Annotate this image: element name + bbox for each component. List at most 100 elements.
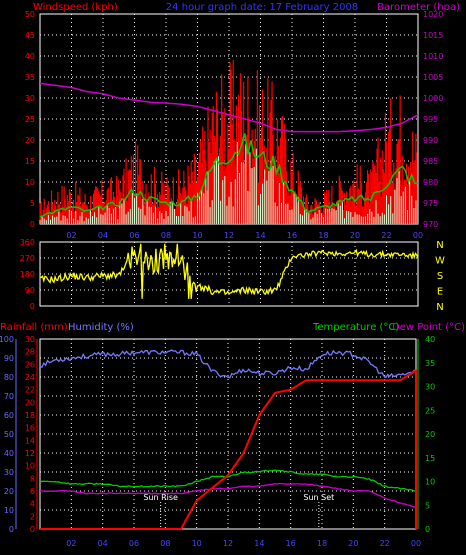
temperature-y-tick: 0 [425, 525, 430, 534]
rainfall-y-tick: 24 [25, 373, 35, 382]
direction-y-tick: 90 [25, 286, 35, 295]
rain-x-ticks: 02 04 06 08 10 12 14 16 18 20 22 00 [66, 539, 421, 548]
direction-y-ticks: 0 90 180 270 360 [20, 238, 35, 311]
direction-y-tick: 0 [30, 302, 35, 311]
humidity-y-tick: 10 [4, 506, 14, 515]
barometer-y-tick: 1010 [423, 52, 443, 61]
humidity-y-tick: 80 [4, 373, 14, 382]
barometer-y-tick: 1015 [423, 31, 443, 40]
barometer-line [39, 82, 419, 133]
x-tick-label: 22 [381, 231, 391, 240]
compass-label: N [436, 302, 443, 313]
temperature-y-ticks: 0 5 10 15 20 25 30 35 40 [425, 335, 435, 534]
rain-panel-grid [40, 339, 416, 529]
wind-series [39, 59, 419, 224]
barometer-y-tick: 985 [423, 157, 438, 166]
wind-y-tick: 15 [25, 157, 35, 166]
graph-date-title: 24 hour graph date: 17 February 2008 [166, 2, 358, 13]
barometer-y-tick: 980 [423, 178, 438, 187]
rainfall-y-tick: 28 [25, 348, 35, 357]
humidity-y-tick: 60 [4, 411, 14, 420]
temperature-line [39, 469, 417, 492]
barometer-y-tick: 1020 [423, 10, 443, 19]
x-tick-label: 02 [66, 539, 76, 548]
x-tick-label: 14 [255, 231, 265, 240]
x-tick-label: 10 [192, 539, 202, 548]
temperature-y-tick: 25 [425, 406, 435, 415]
wind-y-tick: 35 [25, 73, 35, 82]
wind-y-tick: 20 [25, 136, 35, 145]
rainfall-y-tick: 0 [30, 525, 35, 534]
x-tick-label: 14 [254, 539, 264, 548]
barometer-y-ticks: 970 975 980 985 990 995 1000 1005 1010 1015 1020 [423, 10, 443, 229]
x-tick-label: 18 [317, 539, 327, 548]
rainfall-y-tick: 6 [30, 487, 35, 496]
rainfall-y-tick: 12 [25, 449, 35, 458]
barometer-y-tick: 990 [423, 136, 438, 145]
rainfall-y-tick: 20 [25, 398, 35, 407]
humidity-y-tick: 40 [4, 449, 14, 458]
temperature-y-tick: 30 [425, 383, 435, 392]
barometer-y-tick: 1000 [423, 94, 443, 103]
wind-x-ticks: 02 04 06 08 10 12 14 16 18 20 22 00 [66, 231, 423, 240]
x-tick-label: 20 [350, 231, 360, 240]
x-tick-label: 10 [192, 231, 202, 240]
rainfall-y-tick: 26 [25, 360, 35, 369]
sun-annotations: Sun Rise Sun Set [143, 493, 334, 529]
humidity-y-tick: 70 [4, 392, 14, 401]
humidity-line [39, 349, 417, 379]
dewpoint-legend: Dew Point (°C) [392, 322, 465, 333]
wind-y-tick: 30 [25, 94, 35, 103]
temperature-y-tick: 20 [425, 430, 435, 439]
temperature-y-tick: 15 [425, 454, 435, 463]
wind-y-tick: 0 [30, 220, 35, 229]
x-tick-label: 08 [161, 231, 171, 240]
x-tick-label: 12 [223, 539, 233, 548]
rain-series [39, 349, 417, 530]
temperature-legend: Temperature (°C) [312, 322, 399, 333]
rainfall-y-tick: 14 [25, 436, 35, 445]
rainfall-y-tick: 2 [30, 512, 35, 521]
rainfall-y-tick: 22 [25, 386, 35, 395]
avg-wind-line [39, 133, 418, 218]
temperature-y-tick: 5 [425, 501, 430, 510]
barometer-axis-label: Barometer (hpa) [377, 2, 460, 13]
humidity-y-tick: 30 [4, 468, 14, 477]
rainfall-y-tick: 30 [25, 335, 35, 344]
x-tick-label: 02 [66, 231, 76, 240]
compass-label: E [437, 287, 443, 298]
rainfall-y-tick: 4 [30, 500, 35, 509]
rainfall-line [40, 368, 417, 530]
barometer-y-tick: 975 [423, 199, 438, 208]
rainfall-y-tick: 18 [25, 411, 35, 420]
direction-panel-grid [40, 242, 418, 306]
humidity-y-tick: 90 [4, 354, 14, 363]
wind-y-tick: 25 [25, 115, 35, 124]
temperature-y-tick: 10 [425, 478, 435, 487]
dewpoint-line [39, 482, 417, 509]
temperature-y-tick: 35 [425, 359, 435, 368]
x-tick-label: 00 [413, 231, 423, 240]
x-tick-label: 18 [318, 231, 328, 240]
wind-y-tick: 40 [25, 52, 35, 61]
barometer-y-tick: 970 [423, 220, 438, 229]
windspeed-axis-label: Windspeed (kph) [33, 2, 118, 13]
direction-y-tick: 180 [20, 270, 35, 279]
sun-annotation: Sun Set [303, 493, 334, 502]
x-tick-label: 16 [286, 539, 296, 548]
compass-label: N [436, 240, 443, 251]
x-tick-label: 08 [160, 539, 170, 548]
humidity-y-tick: 50 [4, 430, 14, 439]
wind-y-ticks: 0 5 10 15 20 25 30 35 40 45 50 [25, 10, 35, 229]
x-tick-label: 20 [348, 539, 358, 548]
humidity-y-ticks: 0 10 20 30 40 50 60 70 80 90 100 [0, 335, 14, 534]
x-tick-label: 16 [287, 231, 297, 240]
rainfall-y-tick: 16 [25, 424, 35, 433]
temperature-y-tick: 40 [425, 335, 435, 344]
rainfall-y-tick: 8 [30, 474, 35, 483]
